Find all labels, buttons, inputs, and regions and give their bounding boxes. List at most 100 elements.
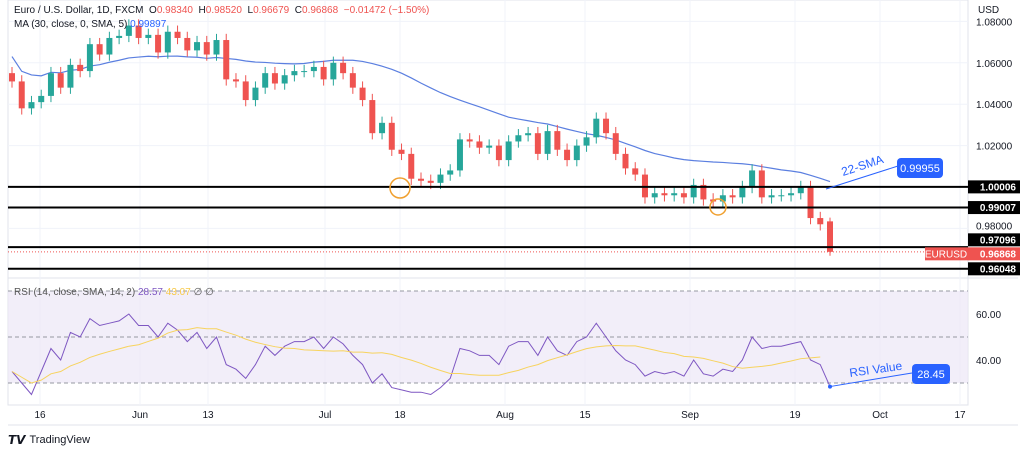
candle [700, 184, 707, 200]
symbol-legend: Euro / U.S. Dollar, 1D, FXCM O0.98340 H0… [14, 5, 430, 16]
annotation-label: 22-SMA [840, 152, 886, 179]
candle [184, 37, 191, 51]
candle [583, 137, 590, 146]
candle [534, 133, 541, 154]
candle [515, 135, 522, 142]
candle [67, 64, 74, 88]
candle [408, 153, 415, 179]
candle [252, 87, 259, 101]
candle [330, 62, 337, 80]
rsi-value-box [912, 364, 950, 384]
candle [788, 193, 795, 196]
low-value: 0.96679 [253, 5, 290, 16]
candle [77, 64, 84, 72]
last-price-box [968, 247, 1020, 261]
candle [603, 118, 610, 134]
candle [573, 145, 580, 161]
candle [651, 193, 658, 198]
candle [174, 31, 181, 38]
candle [505, 141, 512, 161]
candle [661, 193, 668, 196]
candle [719, 195, 726, 202]
candle [797, 187, 804, 194]
time-tick-label: Jun [132, 410, 148, 421]
candle [301, 71, 308, 73]
price-tick-label: 1.08000 [976, 17, 1013, 28]
annotation-line [825, 165, 899, 190]
highlight-circle [389, 177, 411, 199]
candle [729, 195, 736, 198]
candle [768, 195, 775, 198]
candle [18, 81, 25, 109]
candle [125, 25, 132, 36]
candle [291, 71, 298, 76]
candle [47, 73, 54, 96]
symbol-badge [925, 247, 968, 261]
candle [135, 25, 142, 38]
candle [593, 118, 600, 138]
candle [632, 168, 639, 175]
candle [310, 66, 317, 72]
candle [544, 131, 551, 154]
candle [622, 153, 629, 169]
rsi-sma-value: 43.07 [165, 287, 191, 298]
level-price-box [968, 233, 1020, 247]
candle [271, 73, 278, 84]
candle [466, 139, 473, 142]
candle [427, 180, 434, 183]
candle [281, 75, 288, 84]
candle [554, 131, 561, 150]
rsi-value: 28.57 [137, 287, 163, 298]
high-value: 0.98520 [205, 5, 242, 16]
candle [827, 221, 833, 252]
candle [758, 170, 765, 198]
level-price-label: 1.00006 [980, 182, 1017, 193]
candle [359, 87, 366, 101]
time-tick-label: Oct [872, 410, 888, 421]
candle [690, 184, 697, 198]
candle [232, 79, 239, 82]
candle [28, 102, 35, 109]
candle [86, 44, 93, 72]
candle [564, 149, 571, 161]
close-value: 0.96868 [302, 5, 339, 16]
level-price-label: 0.96048 [980, 264, 1017, 275]
candle [242, 81, 249, 101]
ma-line [11, 55, 831, 183]
time-tick-label: 13 [202, 410, 214, 421]
currency-label: USD [978, 5, 1000, 16]
rsi-tick-label: 60.00 [976, 310, 1001, 321]
candle [106, 37, 113, 55]
candle [749, 170, 756, 187]
ma-value: 0.99897 [130, 19, 167, 30]
candle [203, 42, 210, 55]
candle [525, 133, 532, 136]
time-tick-label: 17 [954, 410, 966, 421]
time-tick-label: Sep [681, 410, 699, 421]
open-value: 0.98340 [156, 5, 193, 16]
candle [739, 187, 746, 198]
level-price-box [968, 201, 1020, 215]
tradingview-logo[interactable]: 𝙏𝙑 TradingView [8, 433, 91, 447]
candle [96, 44, 103, 55]
candle [145, 34, 152, 38]
price-tick-label: 1.02000 [976, 142, 1013, 153]
candle [398, 149, 405, 154]
candle [164, 31, 171, 53]
rsi-annotation-line [829, 372, 913, 388]
change-value: −0.01472 (−1.50%) [343, 5, 430, 16]
candle [38, 95, 45, 103]
price-tick-label: 1.06000 [976, 59, 1013, 70]
highlight-circle [709, 198, 727, 216]
candle [116, 35, 123, 38]
candle [369, 100, 376, 134]
rsi-legend[interactable]: RSI (14, close, SMA, 14, 2) 28.57 43.07 … [14, 287, 214, 298]
candle [9, 73, 15, 82]
candle [320, 66, 327, 80]
ma-legend[interactable]: MA (30, close, 0, SMA, 5) 0.99897 [14, 19, 167, 30]
level-price-box [968, 180, 1020, 194]
rsi-tick-label: 40.00 [976, 356, 1001, 367]
candle [379, 122, 386, 134]
time-tick-label: 18 [394, 410, 406, 421]
